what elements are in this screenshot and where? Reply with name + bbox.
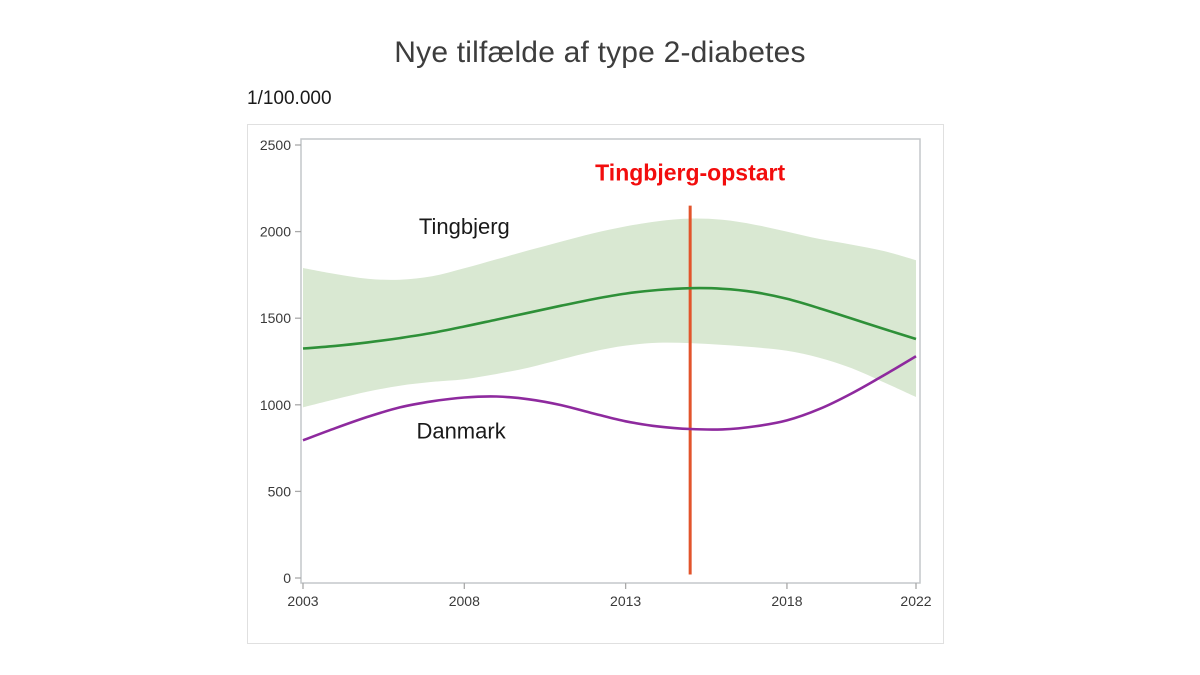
x-tick-label: 2022: [900, 593, 931, 609]
x-tick-label: 2013: [610, 593, 641, 609]
diabetes-trend-chart: 0 500 1000 1500 2000 2500 2003 2008 2013 2018 2022…: [260, 137, 932, 609]
x-tick-label: 2008: [449, 593, 480, 609]
x-tick-label: 2018: [771, 593, 802, 609]
tingbjerg-opstart-label: Tingbjerg-opstart: [595, 160, 785, 186]
plot-frame: [300, 138, 921, 584]
tingbjerg-confidence-band: [303, 218, 916, 408]
y-tick-label: 1500: [260, 310, 291, 326]
tingbjerg-line: [302, 286, 917, 350]
series-label-danmark: Danmark: [416, 418, 506, 443]
danmark-line: [302, 355, 917, 442]
chart-container: 0 500 1000 1500 2000 2500 2003 2008 2013 2018 2022…: [247, 124, 944, 644]
y-tick-label: 1000: [260, 397, 291, 413]
y-axis-unit-label: 1/100.000: [247, 88, 332, 109]
y-tick-label: 2000: [260, 224, 291, 240]
page-title: Nye tilfælde af type 2-diabetes: [394, 36, 806, 69]
x-tick-label: 2003: [287, 593, 318, 609]
y-tick-label: 2500: [260, 137, 291, 153]
y-tick-label: 500: [268, 483, 292, 499]
y-tick-label: 0: [283, 570, 291, 586]
series-label-tingbjerg: Tingbjerg: [419, 214, 510, 239]
